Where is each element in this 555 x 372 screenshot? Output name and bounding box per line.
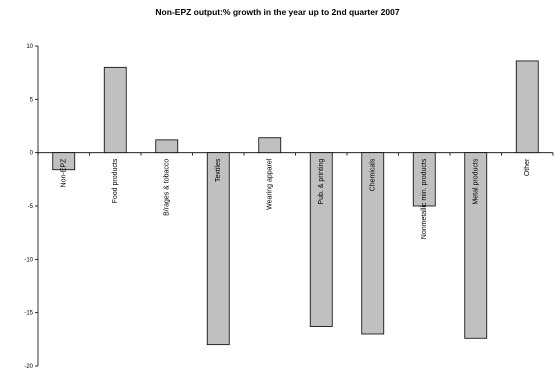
x-tick-label: Wearing apparel: [267, 158, 274, 210]
bar-wearing-apparel: [258, 137, 282, 154]
bar-other: [515, 60, 539, 154]
bar-metal-products: [464, 152, 488, 339]
x-tick-label: Non-EPZ: [61, 158, 68, 188]
x-tick-label: Pub. & printing: [318, 159, 325, 205]
x-tick-label: Chemicals: [370, 158, 377, 191]
y-tick-label: -15: [24, 311, 33, 317]
y-tick-label: 0: [30, 151, 34, 157]
chart-title: Non-EPZ output:% growth in the year up t…: [155, 7, 400, 17]
bar-food-products: [103, 66, 127, 154]
y-tick-label: -20: [24, 364, 33, 370]
y-tick-label: 5: [30, 97, 34, 103]
x-tick-labels: Non-EPZ Food products B/rages & tobacco Tex…: [61, 158, 532, 239]
x-tick-label: B/rages & tobacco: [164, 159, 171, 216]
x-tick-label: Nonmetallic min. products: [421, 158, 428, 239]
bar-nonmetallic-min-products: [412, 152, 436, 207]
y-tick-label: -10: [24, 257, 33, 263]
bar-pub-printing: [309, 152, 333, 327]
bars: [52, 60, 539, 346]
x-tick-label: Textiles: [215, 158, 222, 182]
bar-non-epz: [52, 152, 76, 171]
x-tick-label: Other: [524, 158, 531, 176]
bar-b-rages-tobacco: [155, 139, 179, 154]
y-tick-label: 10: [26, 44, 33, 50]
y-tick-label: -5: [28, 204, 34, 210]
bar-textiles: [206, 152, 230, 346]
x-tick-label: Metal products: [473, 158, 480, 204]
y-tick-labels: -20 -15 -10 -5 0 5 10: [24, 44, 33, 370]
bar-chemicals: [361, 152, 385, 335]
x-tick-label: Food products: [112, 158, 119, 203]
